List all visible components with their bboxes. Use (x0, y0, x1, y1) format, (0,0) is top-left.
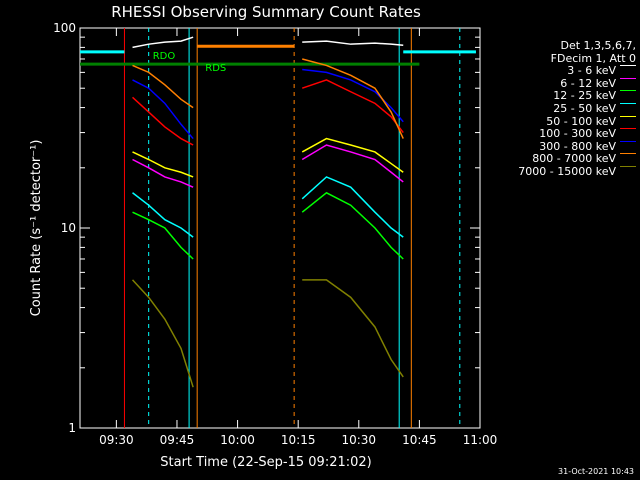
legend-label: 12 - 25 keV (553, 89, 616, 103)
legend-swatch (620, 102, 636, 110)
series-line (301, 137, 404, 173)
legend-swatch (620, 140, 636, 148)
series-line (301, 144, 404, 183)
rdo-annotation: RDO (153, 51, 176, 62)
legend-label: 800 - 7000 keV (532, 152, 616, 166)
y-axis-label: Count Rate (s⁻¹ detector⁻¹) (29, 140, 44, 317)
series-line (132, 36, 194, 49)
legend-label: 50 - 100 keV (546, 114, 616, 128)
x-tick-label: 09:45 (160, 433, 195, 447)
series-line (131, 279, 194, 388)
x-tick-label: 11:00 (463, 433, 498, 447)
x-tick-label: 10:45 (402, 433, 437, 447)
plot-frame (79, 27, 481, 429)
series-line (302, 279, 404, 378)
legend-swatch (620, 90, 636, 97)
legend-swatch (620, 153, 636, 160)
series-line (132, 192, 194, 238)
series-line (302, 58, 404, 139)
x-axis-label: Start Time (22-Sep-15 09:21:02) (160, 455, 371, 470)
series-line (132, 79, 194, 140)
legend-entry: 6 - 12 keV (478, 76, 636, 91)
x-tick-label: 10:15 (281, 433, 316, 447)
chart-marks: RDO RDS (80, 28, 476, 428)
series-line (132, 96, 194, 146)
y-tick-label: 1 (68, 421, 76, 435)
legend-entry: 300 - 800 keV (478, 139, 636, 154)
series-line (301, 191, 404, 260)
legend-entry: 7000 - 15000 keV (478, 164, 636, 179)
legend-entry: 800 - 7000 keV (478, 153, 636, 166)
x-tick-label: 09:30 (99, 433, 134, 447)
legend-entry: 100 - 300 keV (478, 128, 636, 141)
legend-swatch (620, 77, 636, 85)
legend-swatch (620, 165, 636, 173)
series-line (302, 40, 404, 46)
legend-swatch (620, 115, 636, 123)
legend-entry: 3 - 6 keV (478, 65, 636, 78)
legend-swatch (620, 128, 636, 135)
legend-label: 100 - 300 keV (539, 127, 616, 141)
legend-entry: 50 - 100 keV (478, 114, 636, 129)
y-tick-label: 10 (61, 221, 76, 235)
series-line (132, 64, 194, 109)
series-line (132, 158, 194, 188)
series-line (301, 176, 404, 238)
timestamp: 31-Oct-2021 10:43 (558, 467, 634, 476)
legend-label: 7000 - 15000 keV (518, 164, 616, 178)
legend-label: 3 - 6 keV (567, 64, 616, 78)
series-line (302, 68, 404, 123)
chart-title: RHESSI Observing Summary Count Rates (111, 3, 421, 21)
legend-swatch (620, 65, 636, 72)
legend-entries: 3 - 6 keV 6 - 12 keV 12 - 25 keV 25 - 50 ke… (478, 65, 636, 178)
legend-entry: 12 - 25 keV (478, 90, 636, 103)
y-tick-label: 100 (53, 21, 76, 35)
series-line (301, 79, 404, 134)
legend-header-line-1: Det 1,3,5,6,7, (560, 39, 636, 52)
rds-annotation: RDS (205, 63, 226, 74)
series-line (132, 211, 194, 260)
legend-label: 25 - 50 keV (553, 101, 616, 115)
legend-header-line-2: FDecim 1, Att 0 (550, 51, 636, 65)
legend-entry: 25 - 50 keV (478, 101, 636, 116)
legend-label: 6 - 12 keV (560, 76, 616, 90)
x-tick-label: 10:30 (341, 433, 376, 447)
legend: Det 1,3,5,6,7, FDecim 1, Att 0 3 - 6 keV… (478, 39, 636, 179)
x-tick-label: 10:00 (220, 433, 255, 447)
legend-label: 300 - 800 keV (539, 139, 616, 153)
axes: 09:30 09:45 10:00 10:15 10:30 10:45 11:00 1 10 10… (53, 21, 497, 447)
series-line (132, 151, 194, 178)
